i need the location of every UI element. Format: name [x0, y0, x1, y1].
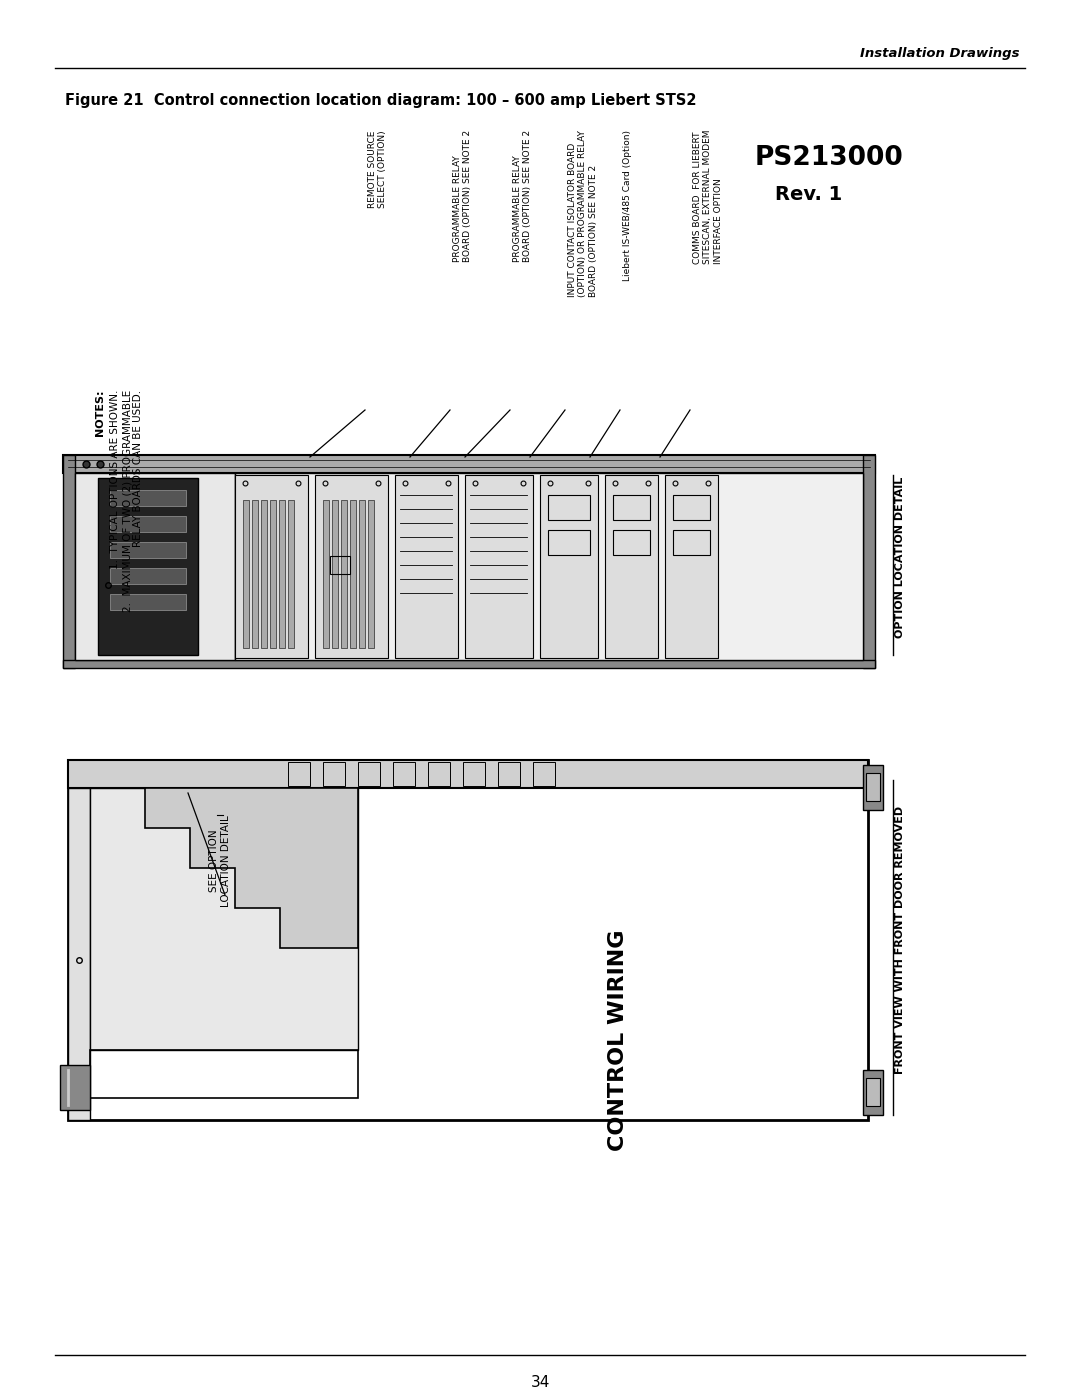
Bar: [110, 515, 186, 532]
Bar: [673, 495, 710, 520]
Bar: [548, 529, 590, 555]
Bar: [866, 1078, 880, 1106]
Bar: [665, 475, 718, 658]
Text: CONTROL WIRING: CONTROL WIRING: [608, 929, 627, 1151]
Bar: [465, 475, 534, 658]
Bar: [68, 760, 868, 788]
Text: Figure 21  Control connection location diagram: 100 – 600 amp Liebert STS2: Figure 21 Control connection location di…: [65, 94, 697, 108]
Bar: [110, 569, 186, 584]
Text: REMOTE SOURCE
SELECT (OPTION): REMOTE SOURCE SELECT (OPTION): [368, 130, 388, 208]
Text: PROGRAMMABLE RELAY
BOARD (OPTION) SEE NOTE 2: PROGRAMMABLE RELAY BOARD (OPTION) SEE NO…: [513, 130, 532, 263]
Bar: [110, 490, 186, 506]
Bar: [548, 495, 590, 520]
Text: 2.  MAXIMUM OF TWO (2) PROGRAMMABLE: 2. MAXIMUM OF TWO (2) PROGRAMMABLE: [122, 390, 132, 612]
Polygon shape: [90, 788, 357, 949]
Bar: [261, 500, 267, 648]
Bar: [235, 475, 308, 658]
Bar: [395, 475, 458, 658]
Bar: [863, 766, 883, 810]
Bar: [350, 500, 356, 648]
Bar: [68, 760, 868, 1120]
Bar: [613, 529, 650, 555]
Text: 34: 34: [530, 1375, 550, 1390]
Text: PS213000: PS213000: [755, 145, 904, 170]
Bar: [60, 1065, 90, 1111]
Text: OPTION LOCATION DETAIL: OPTION LOCATION DETAIL: [895, 476, 905, 638]
Bar: [613, 495, 650, 520]
Bar: [90, 788, 357, 1051]
Bar: [235, 474, 863, 659]
Bar: [63, 455, 875, 474]
Bar: [393, 761, 415, 787]
Text: PROGRAMMABLE RELAY
BOARD (OPTION) SEE NOTE 2: PROGRAMMABLE RELAY BOARD (OPTION) SEE NO…: [453, 130, 472, 263]
Bar: [288, 500, 294, 648]
Bar: [357, 761, 380, 787]
Text: RELAY BOARDS CAN BE USED.: RELAY BOARDS CAN BE USED.: [133, 390, 143, 560]
Bar: [359, 500, 365, 648]
Bar: [315, 475, 388, 658]
Bar: [863, 455, 875, 668]
Bar: [75, 474, 235, 659]
Bar: [63, 659, 875, 668]
Bar: [279, 500, 285, 648]
Bar: [463, 761, 485, 787]
Text: Rev. 1: Rev. 1: [775, 184, 842, 204]
Text: NOTES:: NOTES:: [95, 390, 105, 436]
Bar: [90, 1051, 357, 1098]
Bar: [110, 542, 186, 557]
Bar: [332, 500, 338, 648]
Bar: [63, 455, 75, 668]
Bar: [428, 761, 450, 787]
Bar: [863, 1070, 883, 1115]
Bar: [673, 529, 710, 555]
Bar: [323, 761, 345, 787]
Bar: [498, 761, 519, 787]
Bar: [368, 500, 374, 648]
Bar: [110, 594, 186, 610]
Bar: [605, 475, 658, 658]
Text: 1.  TYPICAL OPTIONS ARE SHOWN.: 1. TYPICAL OPTIONS ARE SHOWN.: [110, 390, 120, 570]
Text: INPUT CONTACT ISOLATOR BOARD
(OPTION) OR PROGRAMMABLE RELAY
BOARD (OPTION) SEE N: INPUT CONTACT ISOLATOR BOARD (OPTION) OR…: [568, 130, 598, 298]
Bar: [540, 475, 598, 658]
Bar: [243, 500, 249, 648]
Text: Liebert IS-WEB/485 Card (Option): Liebert IS-WEB/485 Card (Option): [623, 130, 632, 281]
Bar: [288, 761, 310, 787]
Bar: [270, 500, 276, 648]
Bar: [866, 773, 880, 800]
Text: COMMS BOARD  FOR LIEBERT
SITESCAN, EXTERNAL MODEM
INTERFACE OPTION: COMMS BOARD FOR LIEBERT SITESCAN, EXTERN…: [693, 130, 723, 264]
Text: SEE OPTION
LOCATION DETAIL: SEE OPTION LOCATION DETAIL: [210, 814, 231, 907]
Bar: [534, 761, 555, 787]
Bar: [252, 500, 258, 648]
Text: FRONT VIEW WITH FRONT DOOR REMOVED: FRONT VIEW WITH FRONT DOOR REMOVED: [895, 806, 905, 1074]
Bar: [341, 500, 347, 648]
Text: Installation Drawings: Installation Drawings: [861, 47, 1020, 60]
Bar: [323, 500, 329, 648]
Bar: [98, 478, 198, 655]
Bar: [68, 788, 90, 1120]
Bar: [330, 556, 350, 574]
